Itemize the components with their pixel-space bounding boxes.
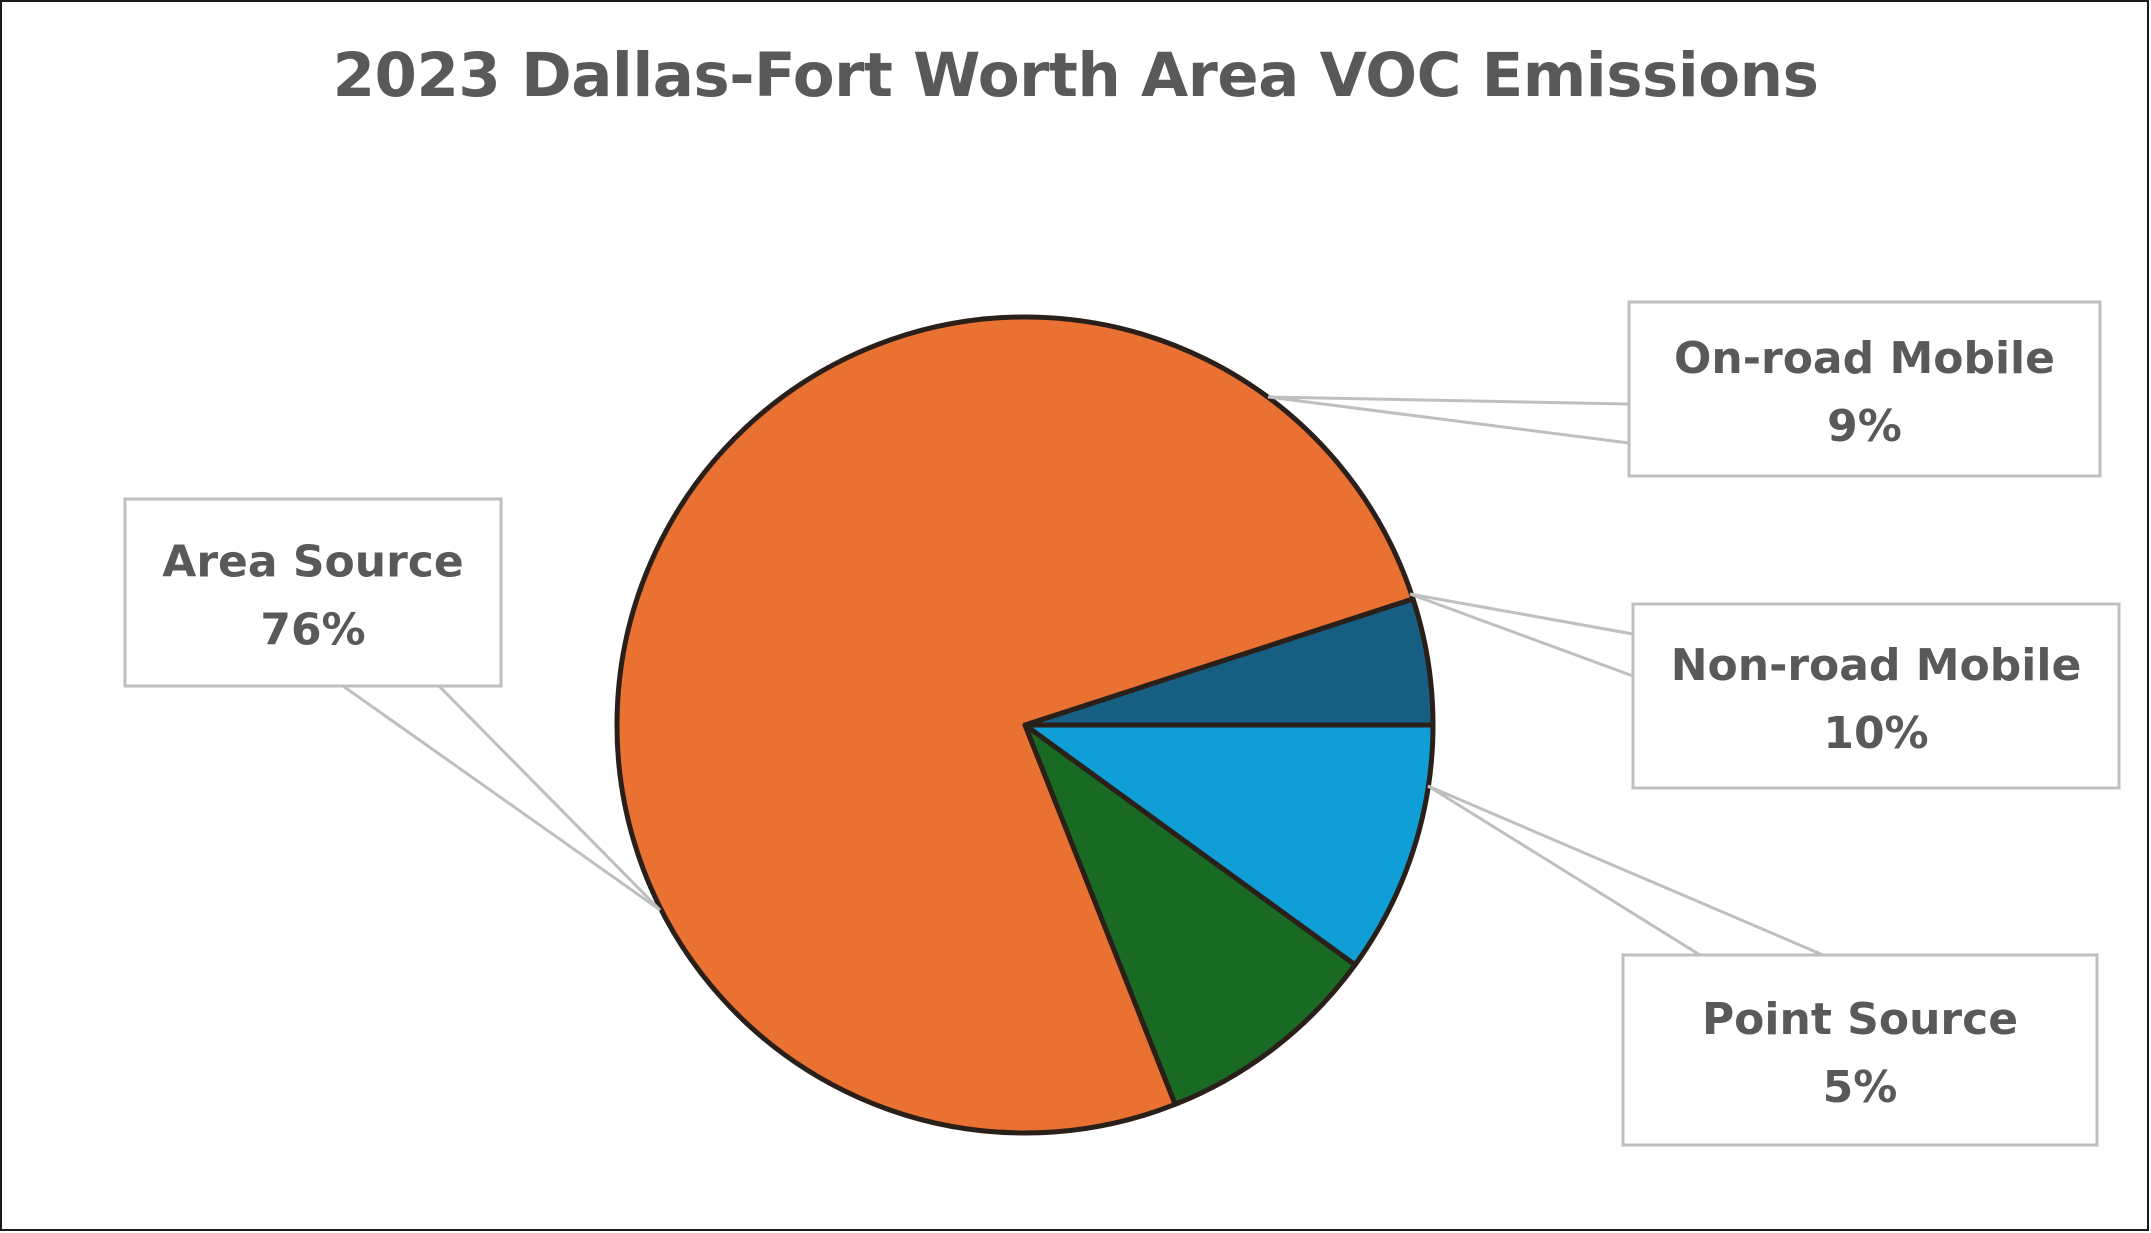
callout-value: 5%	[1823, 1062, 1898, 1113]
pie-slice-on-road-mobile	[1022, 722, 1358, 1107]
callout-point-source: Point Source 5%	[1427, 784, 2099, 1147]
callout-area-source: Area Source 76%	[123, 497, 662, 912]
callout-value: 9%	[1827, 401, 1902, 452]
callout-pointer	[1409, 592, 1634, 678]
callout-on-road-mobile: On-road Mobile 9%	[1267, 300, 2102, 478]
callout-label: Non-road Mobile	[1671, 640, 2082, 691]
callout-box	[1627, 300, 2102, 478]
chart-title: 2023 Dallas-Fort Worth Area VOC Emission…	[332, 40, 1819, 111]
callout-label: On-road Mobile	[1674, 333, 2055, 384]
callout-box	[123, 497, 503, 688]
callouts: Point Source 5% Area Source 76% On-road Mobi…	[123, 300, 2121, 1147]
pie-slice-area-source	[614, 314, 1416, 1136]
callout-non-road-mobile: Non-road Mobile 10%	[1409, 592, 2121, 790]
callout-label: Point Source	[1702, 994, 2018, 1045]
callout-value: 76%	[260, 605, 365, 656]
callout-value: 10%	[1823, 708, 1928, 759]
callout-pointer	[342, 684, 662, 912]
callout-box	[1621, 953, 2099, 1147]
pie-slice-non-road-mobile	[1022, 722, 1436, 968]
callout-box	[1631, 602, 2121, 790]
callout-label: Area Source	[162, 537, 463, 588]
callout-pointer	[1427, 784, 1824, 957]
callout-pointer	[1267, 395, 1630, 445]
pie-slices	[614, 314, 1436, 1136]
